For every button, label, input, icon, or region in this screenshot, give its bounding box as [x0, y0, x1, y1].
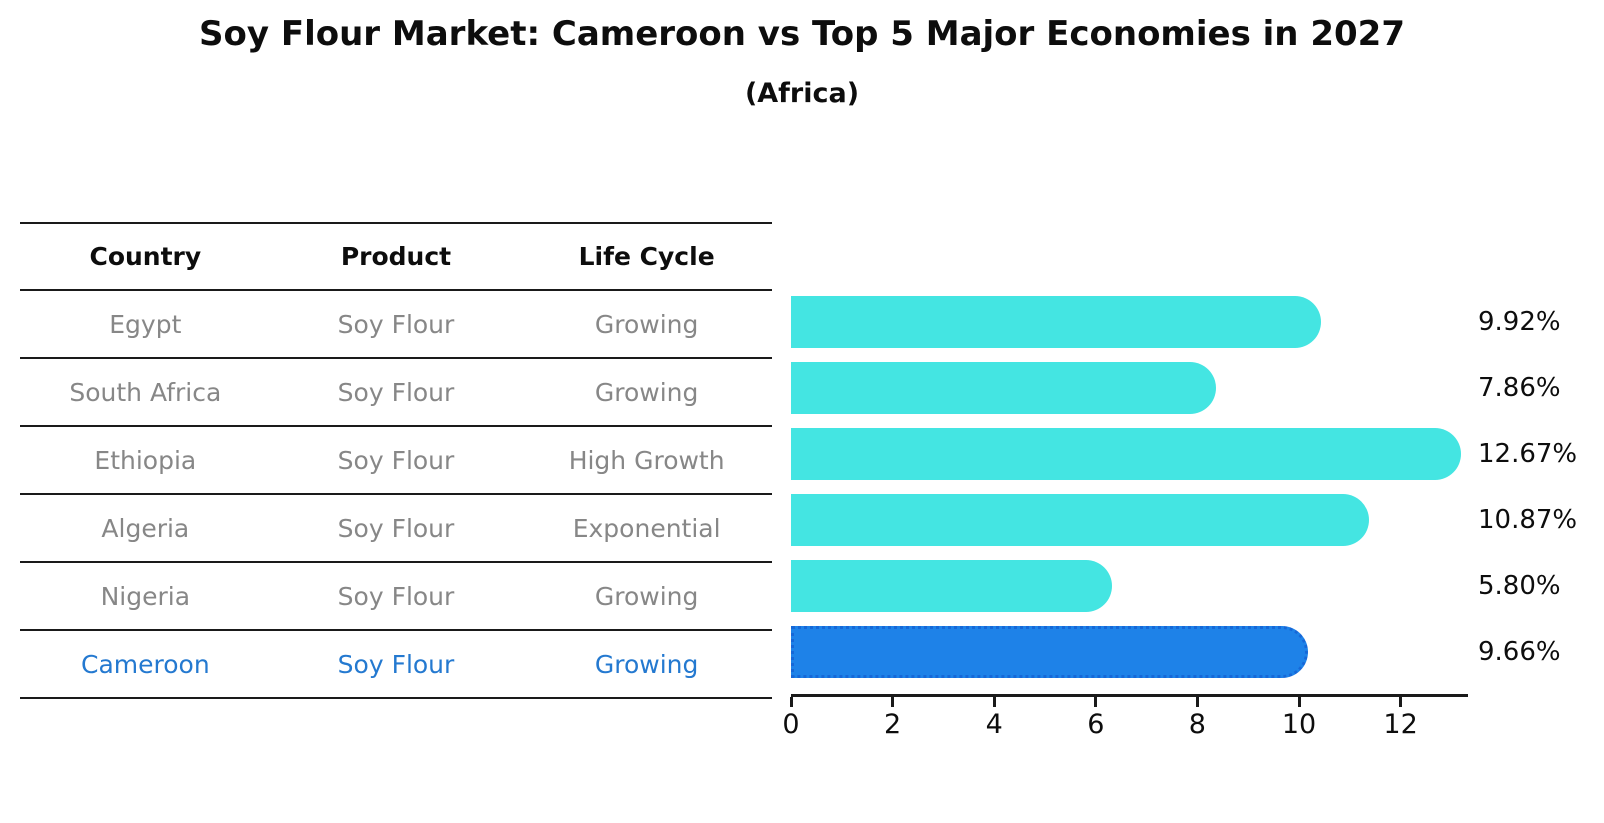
x-tick-label: 2 [884, 709, 902, 740]
bar-nigeria [791, 560, 1112, 612]
table-row-cameroon: Cameroon Soy Flour Growing [20, 631, 772, 699]
value-label-south-africa: 7.86% [1478, 373, 1561, 403]
cell-life-cycle: Growing [594, 581, 699, 611]
table-header-row: Country Product Life Cycle [20, 224, 772, 291]
cell-life-cycle: Growing [594, 649, 699, 679]
x-tick-mark [789, 697, 793, 707]
x-tick-mark [1297, 697, 1301, 707]
x-tick-label: 8 [1188, 709, 1206, 740]
cell-country: Nigeria [100, 581, 191, 611]
cell-life-cycle: Growing [594, 309, 699, 339]
x-axis-line [791, 694, 1468, 697]
column-header-product: Product [340, 242, 452, 271]
table-body: Egypt Soy Flour Growing South Africa Soy Flo… [20, 291, 772, 699]
column-header-country: Country [89, 242, 202, 271]
table-row-egypt: Egypt Soy Flour Growing [20, 291, 772, 359]
bar-algeria [791, 494, 1370, 546]
cell-product: Soy Flour [337, 581, 455, 611]
value-label-egypt: 9.92% [1478, 307, 1561, 337]
value-label-nigeria: 5.80% [1478, 571, 1561, 601]
x-tick-mark [1094, 697, 1098, 707]
bar-south-africa [791, 362, 1217, 414]
column-header-life-cycle: Life Cycle [578, 242, 715, 271]
cell-product: Soy Flour [337, 309, 455, 339]
chart-title: Soy Flour Market: Cameroon vs Top 5 Majo… [199, 14, 1405, 54]
chart-subtitle: (Africa) [744, 78, 860, 109]
cell-country: Cameroon [80, 649, 210, 679]
cell-country: Egypt [109, 309, 182, 339]
x-tick-mark [891, 697, 895, 707]
country-table: Country Product Life Cycle Egypt Soy Flou… [20, 222, 772, 699]
x-tick-label: 6 [1087, 709, 1105, 740]
bar-ethiopia [791, 428, 1461, 480]
cell-product: Soy Flour [337, 445, 455, 475]
table-row-algeria: Algeria Soy Flour Exponential [20, 495, 772, 563]
cell-country: Ethiopia [94, 445, 197, 475]
cell-life-cycle: High Growth [568, 445, 725, 475]
table-row-nigeria: Nigeria Soy Flour Growing [20, 563, 772, 631]
bar-egypt [791, 296, 1321, 348]
x-tick-label: 10 [1281, 709, 1317, 740]
x-tick-mark [992, 697, 996, 707]
value-label-ethiopia: 12.67% [1478, 439, 1578, 469]
table-row-south-africa: South Africa Soy Flour Growing [20, 359, 772, 427]
cell-life-cycle: Exponential [572, 513, 721, 543]
value-label-cameroon: 9.66% [1478, 637, 1561, 667]
x-tick-label: 4 [985, 709, 1003, 740]
x-tick-mark [1399, 697, 1403, 707]
bar-cameroon [791, 626, 1308, 678]
x-tick-label: 12 [1383, 709, 1418, 740]
cell-product: Soy Flour [337, 513, 455, 543]
x-tick-mark [1195, 697, 1199, 707]
cell-country: South Africa [69, 377, 222, 407]
value-label-algeria: 10.87% [1478, 505, 1578, 535]
cell-product: Soy Flour [337, 649, 455, 679]
cell-product: Soy Flour [337, 377, 455, 407]
cell-life-cycle: Growing [594, 377, 699, 407]
x-tick-label: 0 [782, 709, 800, 740]
cell-country: Algeria [101, 513, 190, 543]
table-row-ethiopia: Ethiopia Soy Flour High Growth [20, 427, 772, 495]
